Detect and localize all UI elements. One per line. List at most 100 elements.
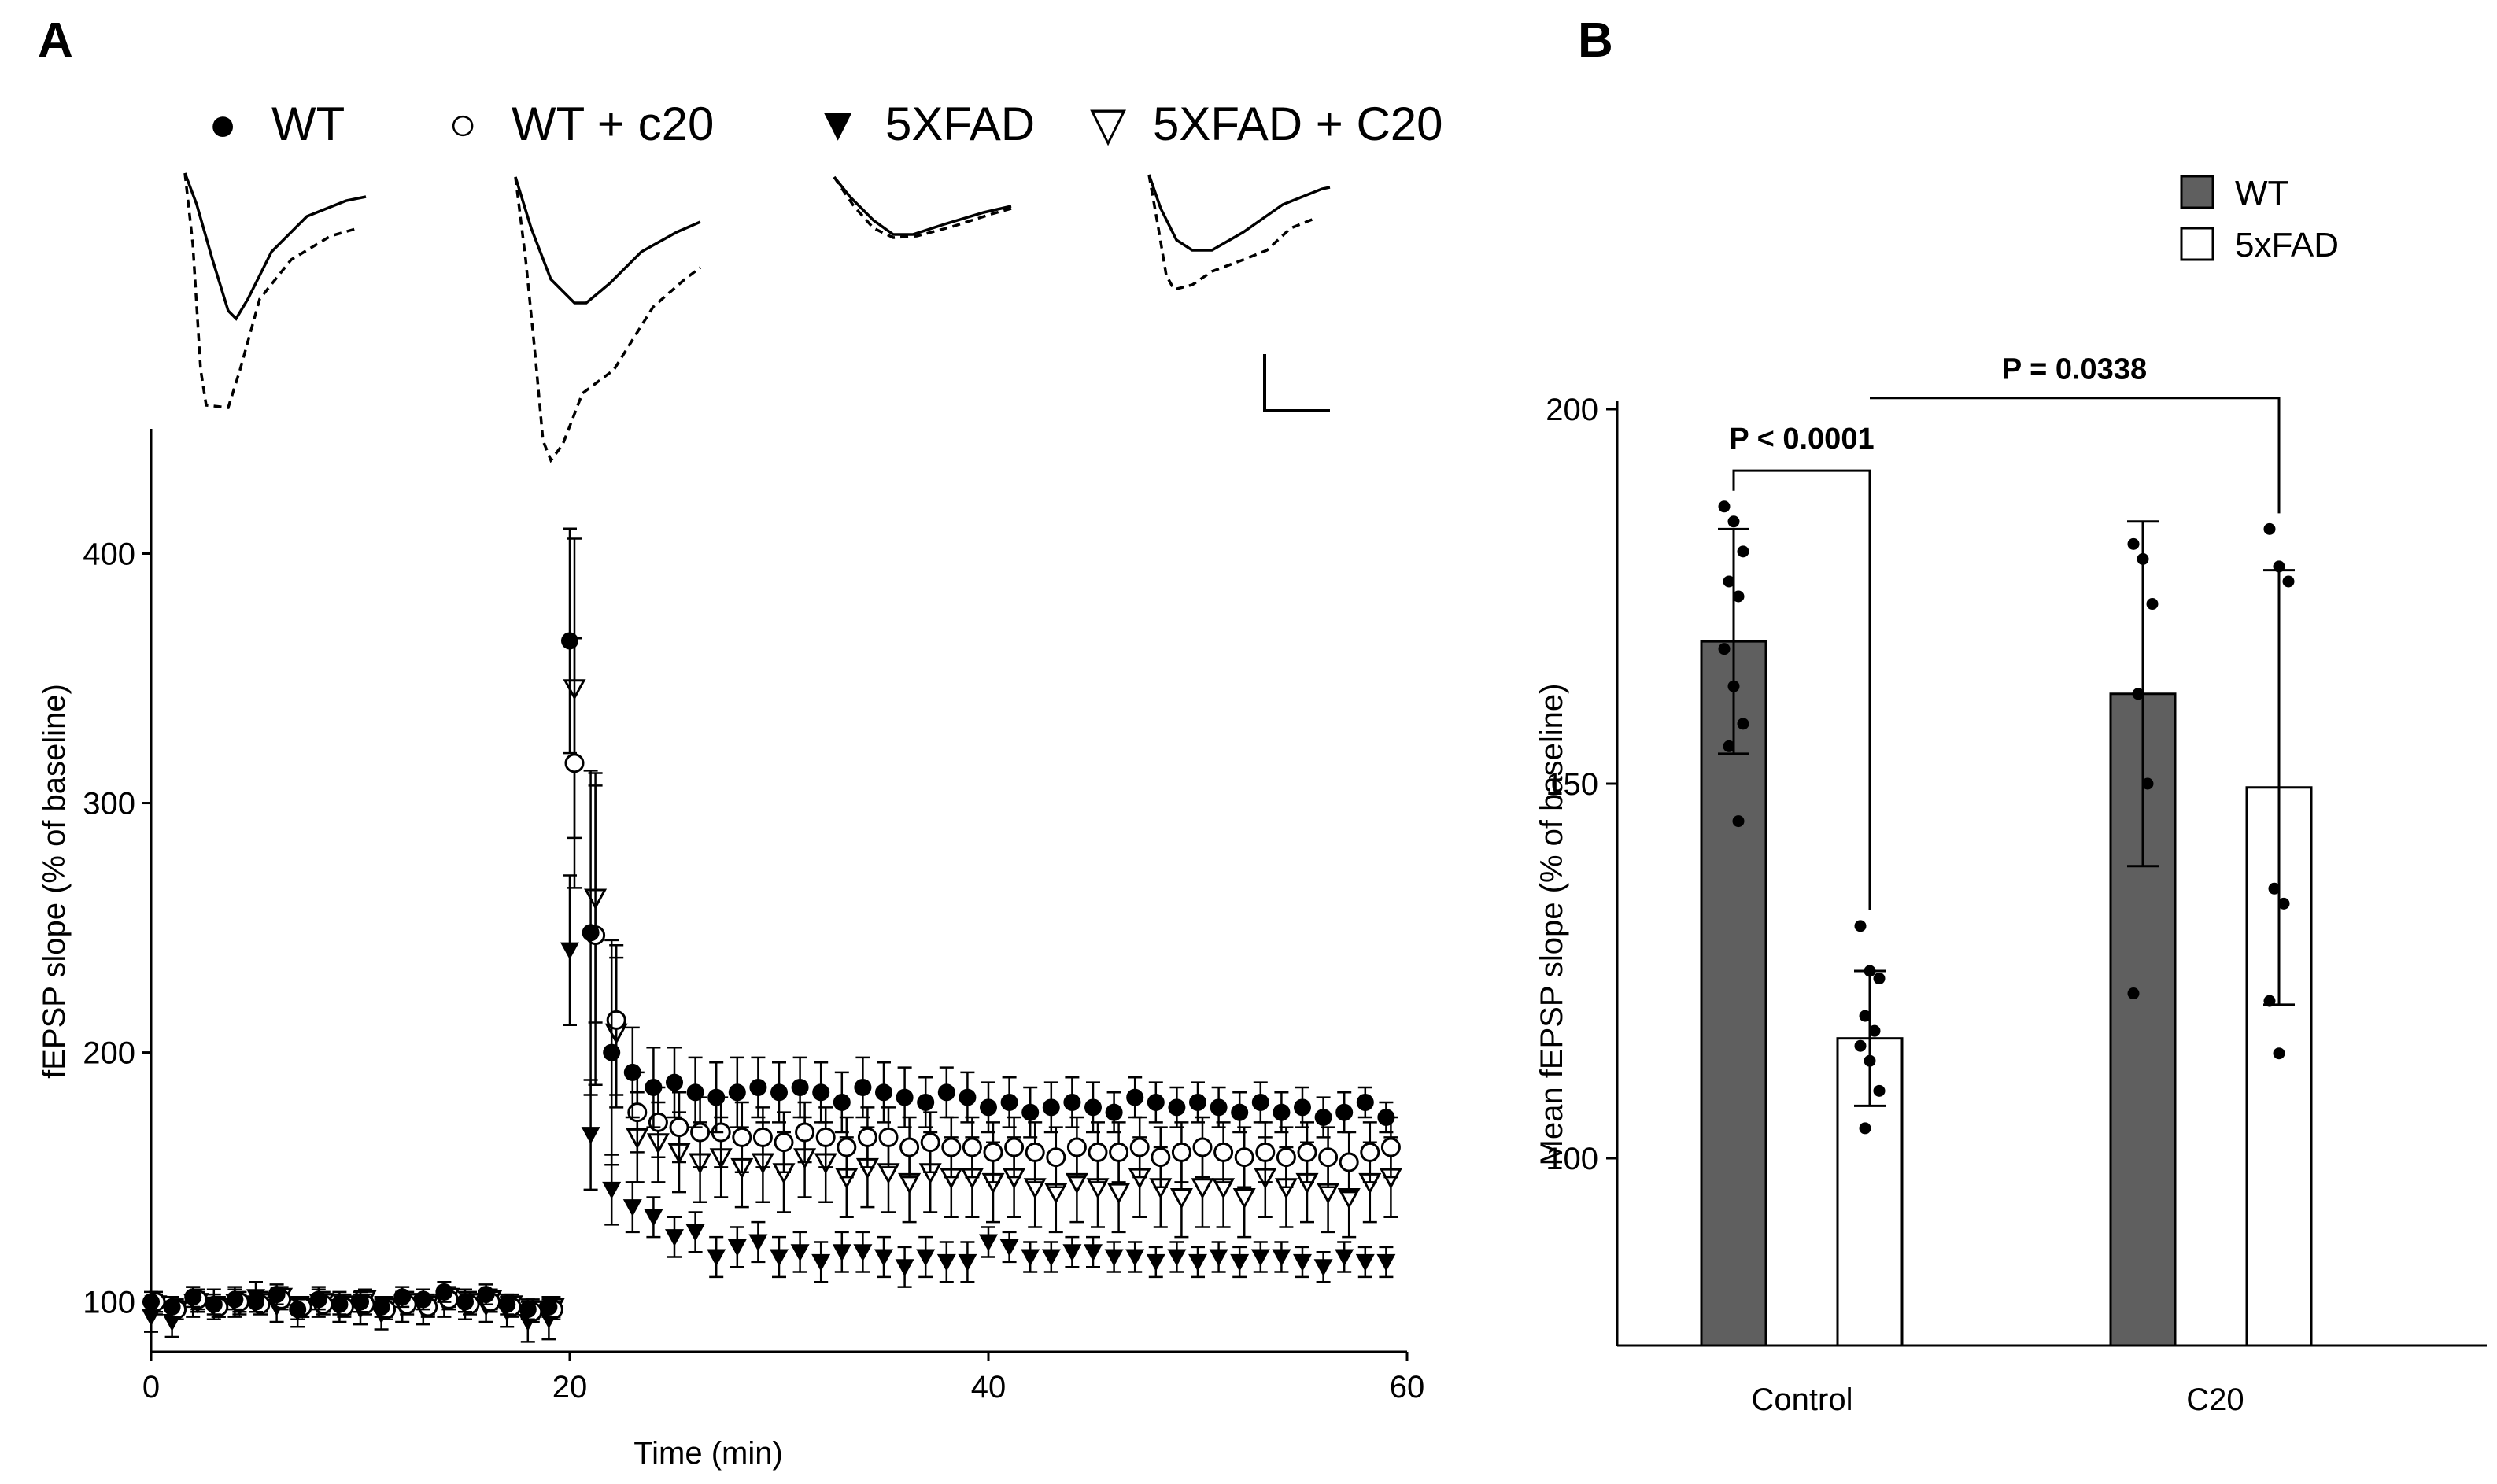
data-point <box>1380 1137 1401 1157</box>
data-point <box>748 1234 768 1252</box>
data-point <box>561 632 578 650</box>
data-point <box>1230 1253 1250 1272</box>
data-point <box>732 1127 752 1147</box>
data-point <box>1146 1253 1165 1272</box>
data-point <box>414 1290 432 1309</box>
data-point <box>1356 1093 1374 1111</box>
data-point <box>1360 1142 1380 1162</box>
significance-bracket <box>1732 469 1871 910</box>
series-wt-c20 <box>146 637 1401 1323</box>
legend-a-symbol-1: ○ <box>449 98 477 150</box>
data-point <box>1062 1244 1082 1262</box>
data-point <box>899 1137 920 1157</box>
trace-5xfad-post <box>833 176 1012 239</box>
data-point <box>1355 1253 1375 1272</box>
data-point <box>1167 1249 1187 1267</box>
data-point <box>979 1234 998 1252</box>
data-point <box>1251 1093 1269 1111</box>
data-point <box>648 1112 668 1132</box>
data-point <box>669 1117 689 1138</box>
individual-point <box>1737 718 1749 730</box>
data-point <box>833 1093 851 1111</box>
data-point <box>1377 1108 1395 1126</box>
data-point <box>790 1244 810 1262</box>
series-5xfad <box>1836 522 2313 1347</box>
data-point <box>435 1283 453 1301</box>
data-point <box>916 1249 936 1267</box>
data-point <box>936 1253 956 1272</box>
data-point <box>812 1083 830 1102</box>
data-point <box>815 1127 836 1147</box>
data-point <box>142 1309 161 1327</box>
data-point <box>917 1093 935 1111</box>
data-point <box>752 1127 773 1147</box>
data-point <box>1234 1147 1254 1168</box>
individual-point <box>1873 1084 1886 1097</box>
data-point <box>1168 1098 1186 1117</box>
individual-point <box>1854 920 1867 932</box>
data-point <box>1255 1142 1276 1162</box>
data-point <box>1297 1142 1317 1162</box>
data-point <box>707 1249 726 1267</box>
individual-point <box>1737 545 1749 558</box>
chart-a-xtick-label: 60 <box>1390 1370 1425 1405</box>
individual-point <box>2137 552 2149 565</box>
chart-a-xtick-label: 40 <box>971 1370 1007 1405</box>
trace-wt-c20-baseline <box>514 176 701 305</box>
data-point <box>1169 1187 1193 1209</box>
data-point <box>1000 1093 1018 1111</box>
significance-bracket <box>1870 397 2281 514</box>
individual-point <box>1718 643 1731 655</box>
data-point <box>1293 1253 1312 1272</box>
data-point <box>791 1078 809 1096</box>
data-point <box>1004 1137 1025 1157</box>
data-point <box>1213 1142 1234 1162</box>
trace-wt-c20-post <box>514 176 702 463</box>
data-point <box>1021 1103 1040 1121</box>
data-point <box>1025 1142 1045 1162</box>
individual-point <box>1732 590 1745 603</box>
data-point <box>727 1239 747 1257</box>
data-point <box>519 1301 537 1319</box>
legend-b-label-5xfad: 5xFAD <box>2235 226 2339 264</box>
individual-point <box>2141 777 2154 790</box>
individual-point <box>2146 598 2159 611</box>
data-point <box>1273 1103 1291 1121</box>
data-point <box>1231 1103 1249 1121</box>
data-point <box>941 1137 962 1157</box>
data-point <box>1335 1103 1354 1121</box>
individual-point <box>1723 575 1735 588</box>
individual-point <box>2282 575 2295 588</box>
data-point <box>1129 1137 1150 1157</box>
data-point <box>247 1293 264 1311</box>
individual-point <box>1854 1039 1867 1052</box>
example-traces <box>183 172 1331 463</box>
data-point <box>690 1122 711 1143</box>
data-point <box>728 1083 746 1102</box>
data-point <box>854 1078 872 1096</box>
trace-5xfad-c20 <box>1147 174 1331 292</box>
individual-point <box>1723 740 1735 752</box>
data-point <box>581 1127 600 1145</box>
data-point <box>853 1244 873 1262</box>
data-point <box>1063 1093 1081 1111</box>
data-point <box>1147 1093 1165 1111</box>
data-point <box>1318 1147 1339 1168</box>
data-point <box>874 1249 893 1267</box>
data-point <box>560 942 579 960</box>
chart-b-category-label: C20 <box>2186 1382 2244 1417</box>
data-point <box>770 1249 789 1267</box>
data-point <box>1191 1178 1214 1199</box>
data-point <box>920 1132 940 1153</box>
chart-a-ylabel: fEPSP slope (% of baseline) <box>37 684 72 1079</box>
data-point <box>875 1083 892 1102</box>
individual-point <box>1727 680 1740 692</box>
data-point <box>456 1293 474 1311</box>
individual-point <box>1864 1054 1876 1067</box>
data-point <box>980 1098 997 1117</box>
individual-point <box>2273 1047 2285 1060</box>
data-point <box>289 1301 307 1319</box>
data-point <box>857 1127 877 1147</box>
data-point <box>774 1132 794 1153</box>
data-point <box>142 1293 160 1311</box>
